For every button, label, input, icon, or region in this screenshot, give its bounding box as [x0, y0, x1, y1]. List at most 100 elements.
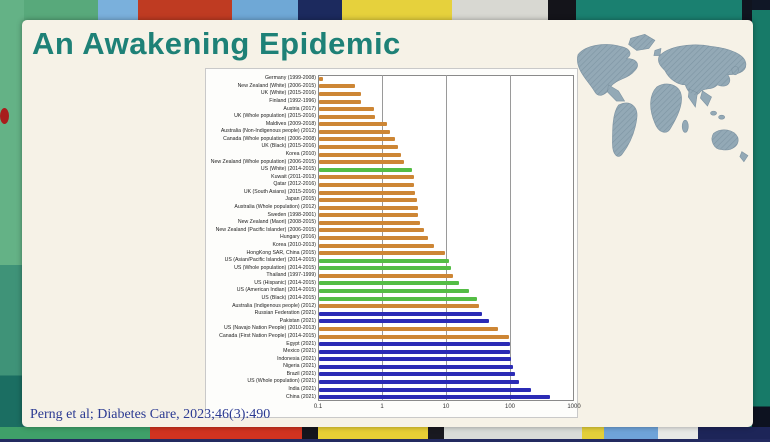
bar-label: US (Whole population) (2014-2015): [234, 264, 316, 271]
chart-bar: [319, 76, 324, 81]
chart-bar: [319, 160, 404, 165]
bar-label: Nigeria (2021): [283, 363, 316, 370]
bar-label: Russian Federation (2021): [254, 310, 316, 317]
chart-bar: [319, 99, 361, 104]
x-tick-label: 1000: [567, 404, 581, 410]
collage-border-right: [752, 0, 770, 442]
chart-bar: [319, 137, 396, 142]
bar-label: US (American Indian) (2014-2015): [236, 287, 316, 294]
bar-label: US (White) (2014-2015): [260, 166, 316, 173]
chart-bar: [319, 175, 415, 180]
chart-bar: [319, 236, 429, 240]
chart-bar: [319, 296, 477, 301]
bar-label: US (Hispanic) (2014-2015): [254, 279, 316, 286]
chart-bar: [319, 311, 483, 316]
bar-label: Sweden (1998-2001): [267, 211, 316, 218]
bar-label: Canada (First Nation People) (2014-2015): [219, 332, 316, 339]
chart-bar: [319, 228, 424, 233]
bar-label: New Zealand (Pacific Islander) (2006-201…: [215, 226, 316, 233]
bar-label: Australia (Indigenous people) (2012): [232, 302, 316, 309]
chart-bar: [319, 364, 514, 369]
collage-red-dot: [0, 108, 9, 124]
chart-bar: [319, 190, 416, 195]
chart-bar: [319, 198, 417, 203]
bar-label: Thailand (1997-1999): [266, 272, 316, 279]
collage-border-top: [0, 0, 770, 22]
chart-bar: [319, 243, 434, 248]
bar-label: Korea (2010-2013): [272, 241, 316, 248]
bar-label: Canada (Whole population) (2006-2008): [223, 135, 316, 142]
chart-bar: [319, 167, 412, 172]
bar-label: Indonesia (2021): [277, 355, 316, 362]
chart-bar: [319, 152, 402, 157]
bar-label: HongKong SAR, China (2015): [246, 249, 317, 256]
chart-bar: [319, 213, 419, 218]
chart-bar: [319, 84, 356, 89]
chart-bar: [319, 387, 531, 392]
x-tick-label: 10: [442, 404, 450, 410]
chart-bar: [319, 258, 449, 263]
chart-bar: [319, 129, 391, 134]
presentation-slide: An Awakening Epidemic: [22, 20, 753, 427]
bar-label: Austria (2017): [283, 105, 316, 112]
world-map-illustration: [572, 28, 754, 170]
x-tick-label: 100: [504, 404, 515, 410]
chart-bar: [319, 304, 480, 309]
bar-label: Mexico (2021): [283, 348, 316, 355]
world-map-icon: [577, 33, 749, 163]
chart-bar: [319, 91, 361, 96]
chart-bar: [319, 251, 445, 256]
chart-bar: [319, 380, 519, 385]
bar-label: Japan (2015): [285, 196, 316, 203]
collage-border-bottom: [0, 427, 770, 442]
bar-label: UK (Whole population) (2015-2016): [234, 113, 316, 120]
bar-label: Australia (Non-Indigenous people) (2012): [220, 128, 316, 135]
chart-bar: [319, 145, 399, 150]
x-tick-label: 0.1: [313, 404, 323, 410]
chart-bar: [319, 122, 388, 127]
bar-label: New Zealand (Whole population) (2006-201…: [210, 158, 316, 165]
bar-label: US (Asian/Pacific Islander) (2014-2015): [224, 257, 316, 264]
chart-bar: [319, 289, 470, 294]
citation: Perng et al; Diabetes Care, 2023;46(3):4…: [30, 407, 271, 422]
bar-label: Korea (2010): [285, 151, 316, 157]
chart-bar: [319, 266, 452, 271]
chart-bar: [319, 319, 489, 324]
chart-bar: [319, 220, 420, 225]
slide-title: An Awakening Epidemic: [32, 26, 401, 61]
chart-bar: [319, 334, 510, 339]
bar-label: Brazil (2021): [286, 370, 316, 377]
chart-bar: [319, 342, 510, 347]
bar-label: UK (Black) (2015-2016): [261, 143, 317, 150]
bar-label: India (2021): [288, 386, 316, 393]
bar-label: Kuwait (2011-2013): [271, 173, 316, 180]
x-gridline: [510, 75, 511, 401]
bar-label: US (Black) (2014-2015): [261, 295, 317, 302]
chart-bar: [319, 182, 415, 187]
chart-bar: [319, 349, 510, 354]
bar-label: Hungary (2016): [279, 234, 316, 241]
bar-label: Egypt (2021): [286, 340, 316, 347]
incidence-bar-chart: 0.1 1 10 100 1000 Germany (1999-2008) New Zeal…: [205, 68, 581, 418]
bar-label: Pakistan (2021): [279, 317, 316, 324]
collage-bottom-line: [0, 439, 770, 442]
chart-bar: [319, 114, 376, 119]
chart-bar: [319, 107, 374, 112]
bar-label: UK (White) (2015-2016): [260, 90, 316, 97]
chart-bar: [319, 281, 460, 286]
x-tick-label: 1: [380, 404, 384, 410]
chart-bar: [319, 205, 418, 210]
bar-label: Maldives (2009-2018): [265, 120, 316, 127]
bar-label: Finland (1992-1996): [269, 97, 316, 104]
chart-bar: [319, 326, 499, 331]
chart-bar: [319, 273, 454, 278]
bar-label: New Zealand (Maori) (2008-2015): [237, 219, 316, 226]
chart-bar: [319, 395, 550, 400]
x-gridline: [446, 75, 447, 401]
bar-label: Germany (1999-2008): [264, 75, 316, 82]
bar-label: New Zealand (White) (2006-2015): [237, 82, 316, 89]
bar-label: Australia (Whole population) (2012): [234, 204, 316, 211]
bar-label: Qatar (2012-2016): [273, 181, 316, 188]
bar-label: UK (South Asians) (2015-2016): [243, 188, 316, 195]
